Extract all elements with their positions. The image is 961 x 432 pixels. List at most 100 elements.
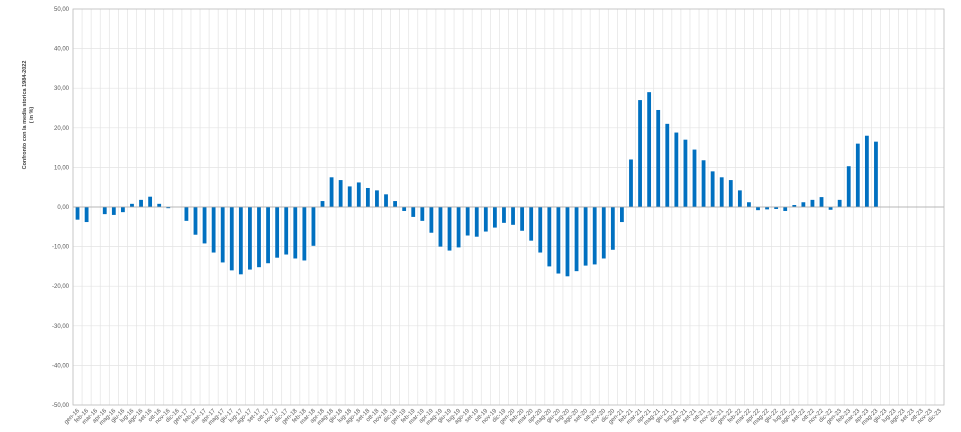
bar-ott-17: [266, 207, 270, 264]
bar-mar-21: [638, 100, 642, 207]
y-tick-label: -20,00: [52, 284, 70, 290]
bar-lug-22: [783, 207, 788, 211]
bar-set-19: [474, 207, 479, 237]
bar-nov-16: [166, 207, 171, 209]
bar-apr-19: [429, 207, 434, 233]
bar-gen-19: [402, 207, 407, 211]
chart-bars: [75, 92, 878, 277]
bar-gen-18: [293, 207, 298, 259]
bar-ott-16: [157, 203, 162, 207]
bar-gen-21: [620, 207, 624, 223]
bar-ott-19: [483, 207, 488, 232]
y-tick-label: -10,00: [52, 245, 70, 251]
bar-lug-19: [456, 207, 461, 248]
bar-lug-16: [130, 203, 134, 207]
bar-ago-22: [792, 205, 797, 207]
x-axis-tick-labels: gen-16feb-16mar-16apr-16mag-16giu-16lug-…: [63, 408, 943, 427]
y-tick-label: 20,00: [54, 126, 70, 132]
bar-feb-16: [84, 207, 89, 223]
bar-ott-20: [592, 207, 597, 265]
y-tick-label: -50,00: [52, 403, 70, 409]
bar-feb-18: [302, 207, 307, 261]
bar-lug-21: [674, 132, 679, 207]
bar-giu-16: [120, 207, 125, 213]
bar-ago-20: [574, 207, 579, 272]
y-tick-label: 0,00: [57, 205, 69, 211]
bar-ott-21: [701, 160, 706, 207]
bar-ott-22: [810, 199, 815, 207]
bar-nov-22: [819, 197, 824, 207]
bar-ago-17: [248, 207, 252, 270]
bar-dic-19: [502, 207, 506, 223]
bar-mar-23: [855, 143, 860, 207]
bar-set-18: [365, 187, 370, 207]
y-tick-label: 30,00: [54, 86, 70, 92]
bar-dic-17: [284, 207, 289, 255]
bar-nov-19: [492, 207, 497, 228]
bar-nov-18: [384, 194, 388, 207]
bar-feb-23: [846, 166, 851, 207]
bar-apr-18: [320, 201, 325, 207]
bar-apr-21: [647, 92, 652, 207]
bar-lug-18: [347, 186, 352, 207]
bar-set-20: [583, 207, 588, 266]
bar-mag-22: [765, 207, 769, 210]
bar-ott-18: [375, 190, 379, 207]
bar-ago-16: [139, 199, 143, 207]
bar-apr-20: [538, 207, 543, 253]
y-tick-label: 50,00: [54, 7, 70, 13]
bar-feb-17: [193, 207, 198, 235]
bar-ago-19: [465, 207, 470, 236]
bar-lug-20: [565, 207, 570, 277]
bar-gen-23: [837, 199, 842, 207]
bar-gen-16: [75, 207, 80, 220]
bar-nov-21: [710, 171, 715, 207]
bar-ago-18: [356, 182, 361, 207]
bar-dic-20: [610, 207, 615, 250]
bar-mar-17: [202, 207, 207, 244]
bar-set-16: [148, 196, 153, 207]
bar-apr-17: [211, 207, 216, 253]
bar-mag-16: [111, 207, 116, 215]
bar-gen-17: [184, 207, 189, 221]
bar-mag-21: [656, 109, 661, 207]
y-tick-label: -30,00: [52, 324, 70, 330]
bar-gen-22: [728, 180, 733, 207]
bar-mag-20: [547, 207, 552, 267]
bar-set-22: [801, 202, 806, 207]
bar-apr-23: [864, 135, 869, 207]
bar-set-17: [257, 207, 261, 268]
bar-apr-22: [756, 207, 760, 211]
y-tick-label: 10,00: [54, 165, 70, 171]
bar-feb-21: [629, 159, 633, 207]
bar-giu-20: [556, 207, 561, 274]
bar-mag-19: [438, 207, 443, 247]
bar-feb-22: [737, 190, 742, 207]
bar-giu-22: [774, 207, 779, 209]
bar-mar-18: [311, 207, 316, 246]
bar-mar-19: [420, 207, 425, 221]
bar-feb-19: [411, 207, 416, 217]
y-axis-tick-labels: -50,00 -40,00 -30,00 -20,00 -10,00 0,00 10,00 2…: [52, 7, 70, 409]
bar-mag-23: [874, 141, 878, 207]
bar-mar-22: [747, 202, 751, 207]
plot-area-frame: [72, 8, 945, 406]
bar-dic-21: [719, 177, 724, 207]
bar-giu-21: [665, 123, 670, 207]
bar-giu-17: [229, 207, 234, 271]
bar-ago-21: [683, 139, 688, 207]
bar-gen-20: [511, 207, 515, 225]
bar-mag-17: [220, 207, 225, 263]
y-axis-label: Confronto con la media storica 1984-2022: [22, 61, 28, 170]
bar-lug-17: [238, 207, 243, 275]
bar-dic-18: [393, 201, 397, 207]
y-tick-label: 40,00: [54, 47, 70, 53]
bar-set-21: [692, 149, 697, 207]
bar-giu-18: [338, 180, 343, 207]
bar-nov-20: [601, 207, 606, 259]
bar-apr-16: [102, 207, 107, 215]
bar-giu-19: [447, 207, 452, 251]
bar-mar-20: [529, 207, 534, 241]
bar-feb-20: [520, 207, 525, 231]
